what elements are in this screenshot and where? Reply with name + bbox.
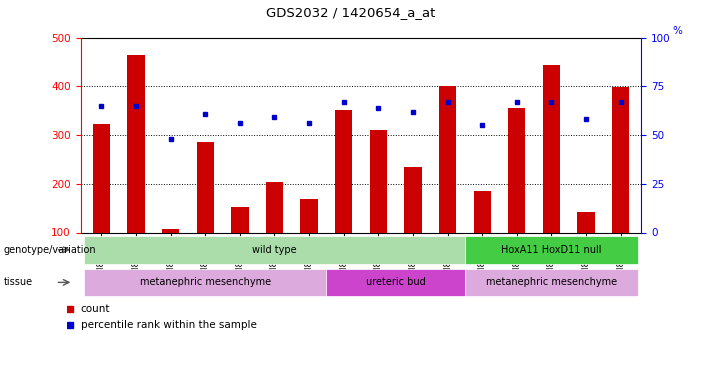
Text: ureteric bud: ureteric bud [366, 278, 426, 287]
Bar [543, 65, 560, 232]
Bar [465, 268, 638, 296]
Bar [84, 236, 465, 264]
Text: metanephric mesenchyme: metanephric mesenchyme [139, 278, 271, 287]
Text: HoxA11 HoxD11 null: HoxA11 HoxD11 null [501, 245, 601, 255]
Bar [612, 87, 629, 232]
Bar [128, 55, 144, 232]
Bar [84, 268, 327, 296]
Bar [465, 236, 638, 264]
Bar [439, 86, 456, 232]
Text: percentile rank within the sample: percentile rank within the sample [81, 320, 257, 330]
Text: genotype/variation: genotype/variation [4, 245, 96, 255]
Bar [162, 229, 179, 232]
Bar [231, 207, 249, 232]
Bar [578, 212, 594, 232]
Bar [335, 110, 353, 232]
Bar [196, 142, 214, 232]
Text: %: % [672, 26, 682, 36]
Bar [369, 130, 387, 232]
Bar [404, 166, 421, 232]
Bar [508, 108, 526, 232]
Text: count: count [81, 304, 110, 314]
Text: metanephric mesenchyme: metanephric mesenchyme [486, 278, 617, 287]
Bar [266, 182, 283, 232]
Text: wild type: wild type [252, 245, 297, 255]
Bar [301, 200, 318, 232]
Bar [327, 268, 465, 296]
Text: GDS2032 / 1420654_a_at: GDS2032 / 1420654_a_at [266, 6, 435, 19]
Bar [473, 191, 491, 232]
Bar [93, 124, 110, 232]
Text: tissue: tissue [4, 278, 33, 287]
